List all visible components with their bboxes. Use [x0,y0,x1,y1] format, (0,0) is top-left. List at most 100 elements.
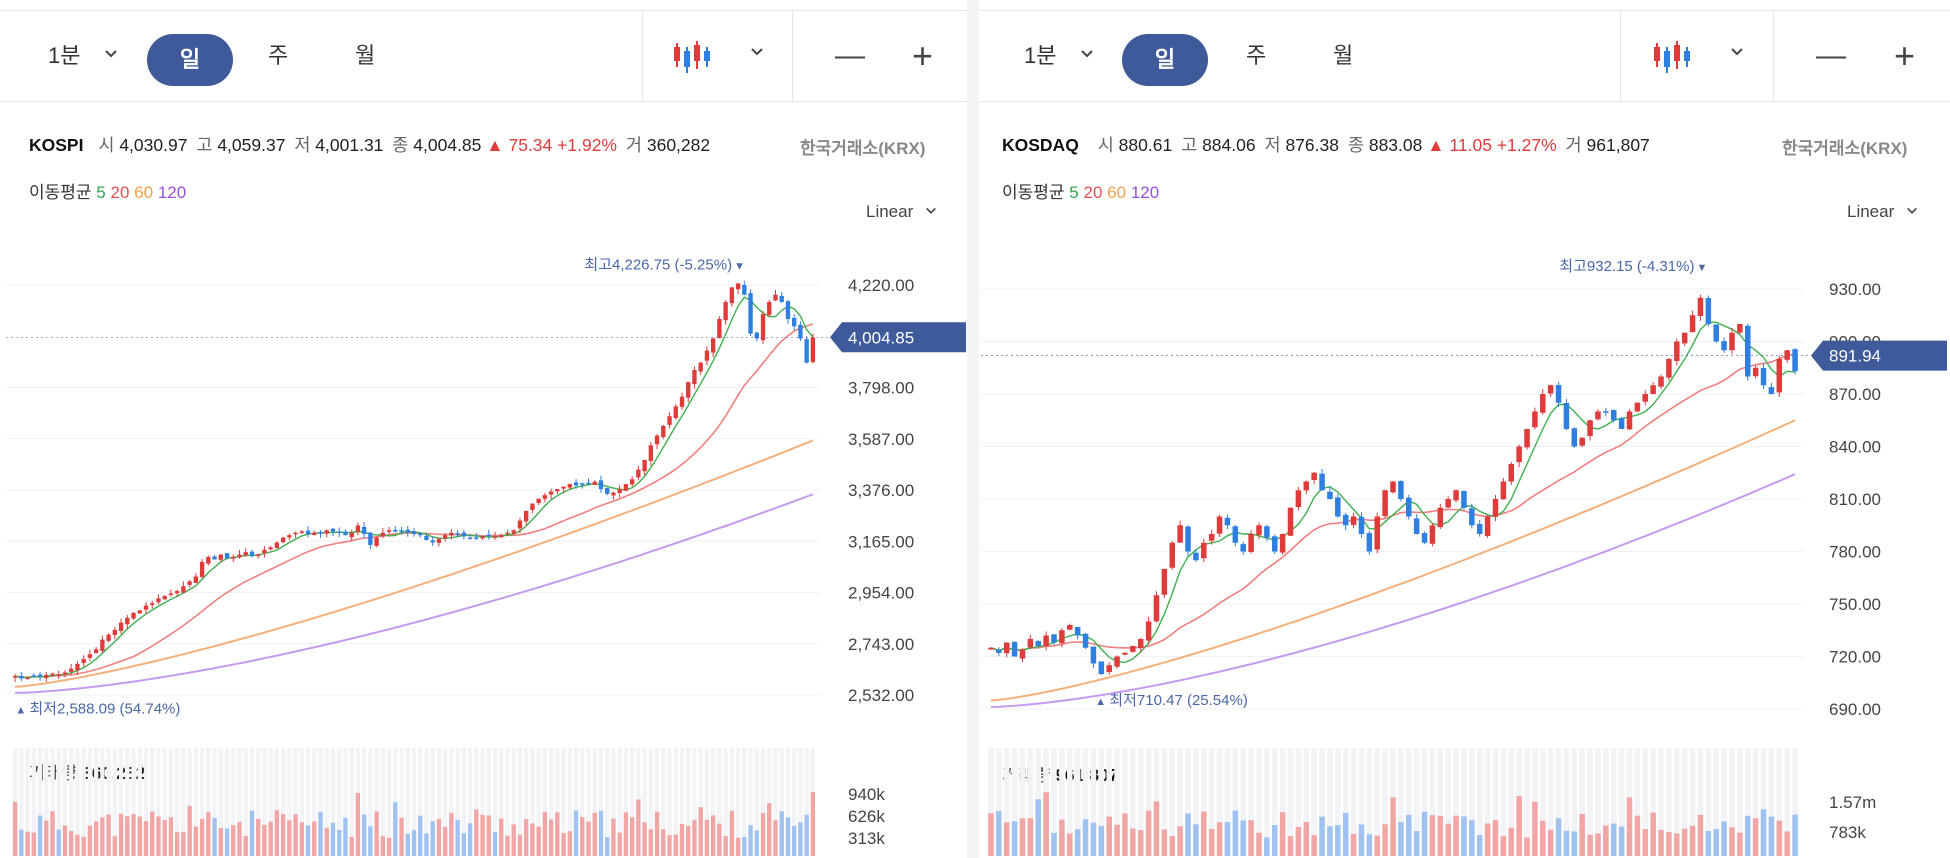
volume-bar [1027,818,1034,856]
tab-day[interactable]: 일 [1122,34,1208,86]
candlestick-icon[interactable] [673,39,713,75]
candle-body [212,556,217,560]
volume-bar [1563,830,1570,856]
candlestick-icon[interactable] [1653,39,1693,75]
y-tick-label: 3,165.00 [848,532,914,551]
volume-bar [1642,829,1649,856]
high-label: 고 [1181,135,1198,155]
interval-select[interactable]: 1분 [48,43,81,68]
volume-bar [686,825,691,856]
volume-bar [492,831,498,856]
candle-body [511,530,516,534]
chart-toolbar: 1분 일 주 월 — + [979,11,1950,102]
volume-bar [636,799,641,856]
open-label: 시 [98,135,115,155]
volume-bar [517,834,523,856]
volume-bar [611,818,616,856]
volume-background-bar [368,748,373,856]
price-chart[interactable]: 930.00900.00870.00840.00810.00780.00750.… [979,240,1950,740]
tab-week[interactable]: 주 [268,43,289,68]
open-value: 4,030.97 [119,135,188,155]
candle-body [1169,542,1176,568]
high-value: 4,059.37 [217,135,286,155]
volume-background-bar [1027,748,1034,856]
candle-body [1579,437,1585,446]
zoom-in-button[interactable]: + [1894,35,1916,76]
volume-background-bar [330,748,336,856]
candle-body [1145,621,1152,641]
volume-label: 거 [1565,135,1582,155]
tab-month[interactable]: 월 [1333,43,1354,68]
volume-bar [1516,796,1522,856]
volume-bar [1224,822,1231,856]
candle-body [293,532,298,535]
volume-bar [56,829,61,856]
volume-background-bar [1295,748,1302,856]
volume-background-bar [442,748,448,856]
volume-bar [199,818,205,856]
change-value: 75.34 [508,135,553,155]
moving-average-legend: 이동평균 5 20 60 120 [29,178,186,203]
candle-body [1729,332,1735,351]
volume-bar [1705,830,1712,856]
price-chart[interactable]: 4,220.00 3,798.00 3,587.00 3,376.00 3,165.00… [0,240,967,740]
volume-bar [1437,815,1444,856]
candle-body [1398,481,1404,499]
tab-day[interactable]: 일 [147,34,233,86]
candle-body [505,532,510,535]
chevron-down-icon[interactable] [104,47,118,61]
candle-body [1555,384,1562,403]
candle-body [1587,420,1593,437]
tab-month[interactable]: 월 [355,43,376,68]
volume-background-bar [1240,748,1246,856]
volume-bar [280,814,286,856]
volume-background-bar [206,748,211,856]
volume-background-bar [1319,748,1325,856]
candle-body [1610,410,1617,421]
candle-body [31,675,36,677]
volume-bar [318,811,323,856]
candle-body [287,535,292,538]
candle-body [1161,569,1168,595]
tab-week[interactable]: 주 [1246,43,1267,68]
chevron-down-icon[interactable] [1730,45,1744,59]
scale-select[interactable]: Linear [866,202,938,222]
volume-background-bar [118,748,124,856]
volume-bar [1335,825,1341,856]
volume-bar [1571,831,1578,856]
zoom-out-button[interactable]: — [835,39,865,72]
candle-body [87,654,93,658]
volume-bar [792,826,797,856]
candle-body [174,591,180,594]
candle-body [1335,497,1341,517]
volume-background-bar [137,748,142,856]
volume-bar [1114,824,1120,856]
volume-bar [467,823,473,856]
volume-bar [193,826,199,856]
chevron-down-icon[interactable] [750,45,764,59]
volume-background-bar [1003,748,1010,856]
volume-background-bar [710,748,716,856]
volume-background-bar [692,748,697,856]
volume-bar [1208,828,1215,856]
zoom-in-button[interactable]: + [912,35,934,76]
y-tick-label: 840.00 [1829,438,1881,457]
volume-tick-label: 313k [848,829,885,848]
candle-body [1752,367,1759,377]
volume-bar [1650,812,1656,856]
candle-body [1019,649,1026,659]
volume-bar [1358,824,1365,856]
ma20-label: 20 [1083,183,1103,202]
candle-body [206,557,211,564]
chevron-down-icon[interactable] [1080,47,1094,61]
zoom-out-button[interactable]: — [1816,39,1846,72]
interval-select[interactable]: 1분 [1024,43,1057,68]
candle-body [555,489,560,492]
candle-body [486,534,491,537]
volume-bar [580,817,585,856]
volume-background-bar [1398,748,1404,856]
candle-body [1453,490,1459,501]
volume-background-bar [1603,748,1609,856]
candle-body [125,617,130,625]
scale-select[interactable]: Linear [1847,202,1919,222]
